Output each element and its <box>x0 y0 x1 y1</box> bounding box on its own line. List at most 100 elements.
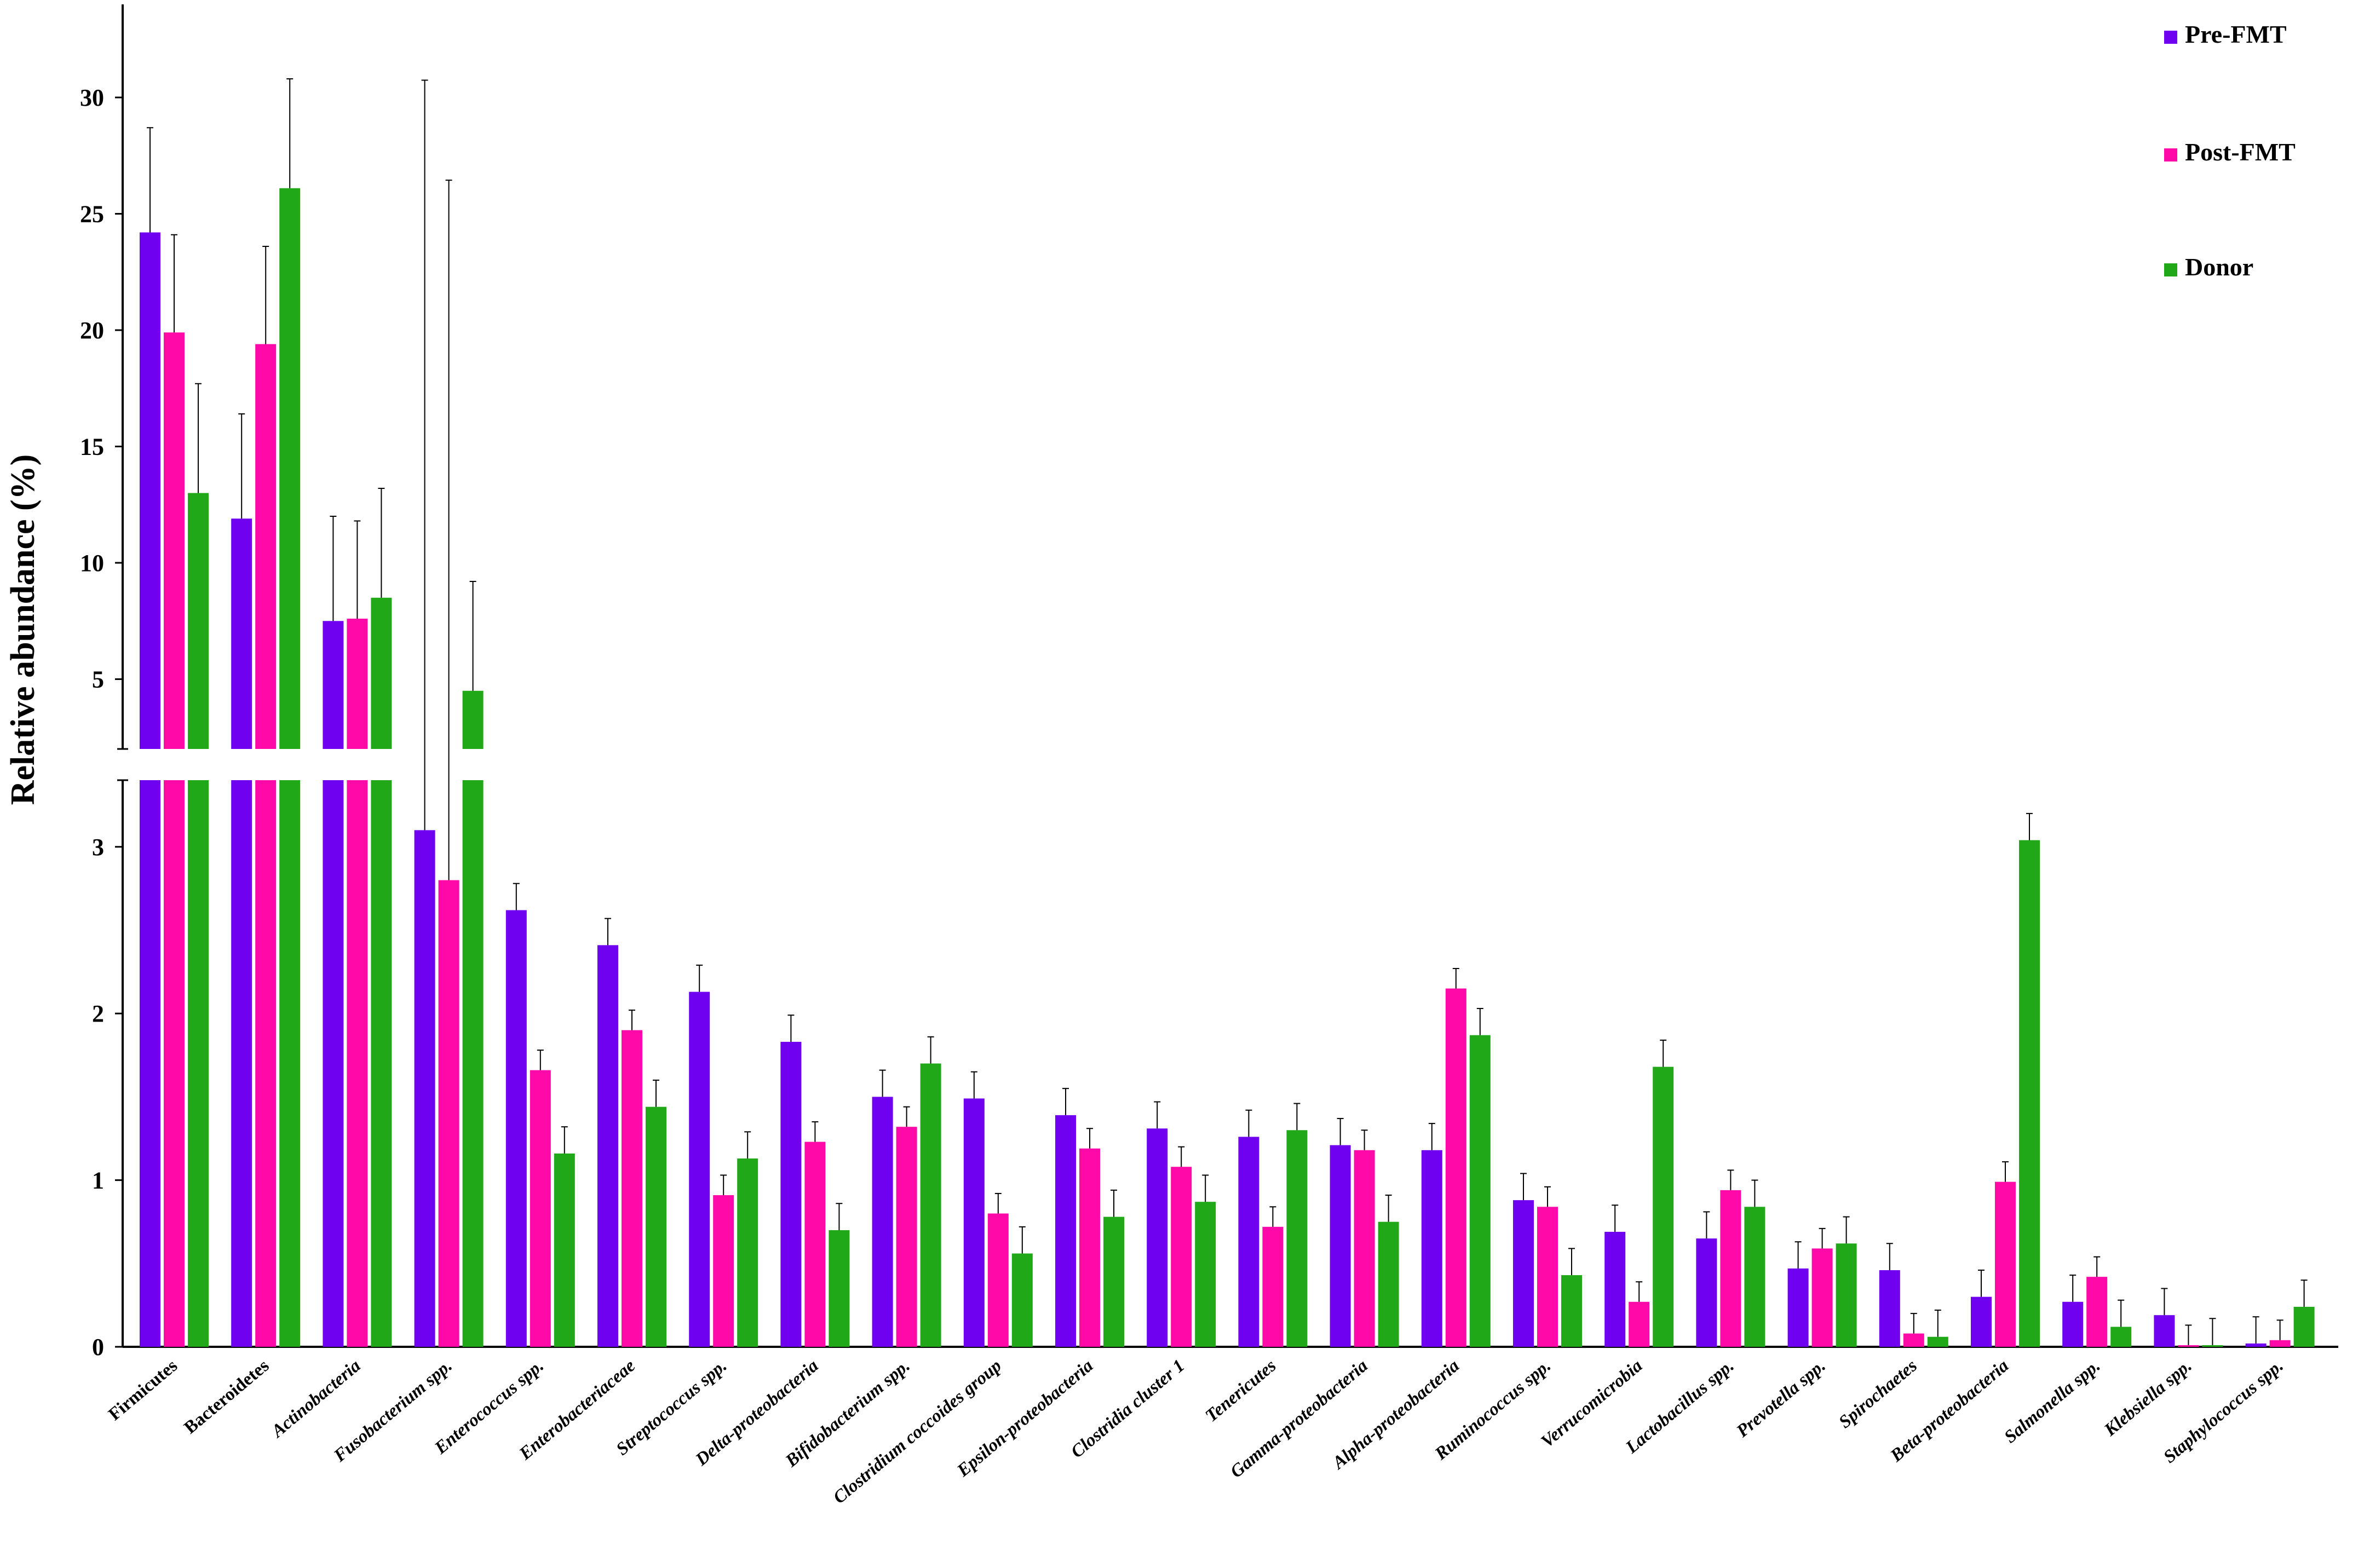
y-tick-label: 0 <box>92 1334 104 1361</box>
bar <box>1927 1336 1948 1347</box>
bar <box>713 1195 734 1347</box>
bar <box>1879 1270 1900 1347</box>
y-tick-label: 2 <box>92 1000 104 1027</box>
bar <box>371 597 392 749</box>
bar <box>1720 1190 1741 1347</box>
bar <box>1629 1301 1650 1347</box>
bar <box>2245 1343 2267 1347</box>
legend: Pre-FMT Post-FMT Donor <box>2164 20 2296 281</box>
bar <box>2086 1277 2108 1347</box>
bar <box>2293 1306 2315 1347</box>
x-tick-label: Tenericutes <box>1202 1356 1280 1426</box>
bar <box>140 780 160 1347</box>
bar <box>164 780 185 1347</box>
bar <box>2269 1340 2291 1347</box>
bar <box>896 1127 917 1347</box>
bar <box>780 1041 802 1347</box>
y-tick-label: 1 <box>92 1167 104 1194</box>
bar <box>597 945 618 1347</box>
bar <box>530 1070 551 1347</box>
bar <box>255 780 277 1347</box>
bar <box>1836 1243 1857 1347</box>
bar <box>1103 1217 1124 1347</box>
bar <box>689 991 710 1347</box>
bar <box>2110 1327 2132 1347</box>
x-tick-label: Spirochaetes <box>1835 1356 1921 1433</box>
bar <box>231 780 252 1347</box>
bar <box>371 780 392 1347</box>
bar <box>1421 1150 1442 1347</box>
legend-swatch <box>2164 263 2177 276</box>
y-tick-label: 30 <box>80 84 104 111</box>
bar <box>1513 1200 1534 1347</box>
bar <box>279 780 301 1347</box>
legend-label: Post-FMT <box>2185 138 2296 166</box>
bar <box>2178 1345 2199 1347</box>
bar <box>414 830 435 1347</box>
bar <box>1445 988 1466 1347</box>
bar <box>1787 1268 1809 1347</box>
bar <box>2062 1301 2084 1347</box>
bar <box>2019 840 2040 1347</box>
bar <box>829 1230 850 1347</box>
bar <box>1696 1238 1717 1347</box>
bar <box>737 1158 758 1347</box>
bar <box>646 1106 666 1347</box>
bar <box>188 493 209 749</box>
bar <box>1262 1226 1284 1347</box>
bar <box>1079 1148 1100 1347</box>
bar <box>164 332 185 749</box>
bar <box>2154 1315 2175 1347</box>
bars <box>140 188 2315 1347</box>
axes: 5 10 15 20 25 30 0 1 2 3 <box>80 4 2338 1361</box>
legend-label: Pre-FMT <box>2185 20 2287 48</box>
bar <box>323 621 344 749</box>
bar <box>920 1063 941 1347</box>
bar <box>1744 1207 1765 1347</box>
x-tick-labels: FirmicutesBacteroidetesActinobacteriaFus… <box>105 1356 2287 1508</box>
bar <box>323 780 344 1347</box>
bar <box>622 1030 642 1347</box>
bar <box>140 232 160 749</box>
y-axis-label: Relative abundance (%) <box>4 454 42 805</box>
bar <box>554 1153 575 1347</box>
y-tick-label: 3 <box>92 834 104 861</box>
bar <box>188 780 209 1347</box>
bar <box>1171 1167 1192 1347</box>
bar <box>963 1098 985 1347</box>
legend-swatch <box>2164 148 2177 162</box>
bar <box>1903 1333 1924 1347</box>
bar <box>1811 1248 1833 1347</box>
bar <box>1055 1115 1076 1347</box>
x-tick-label: Firmicutes <box>105 1356 181 1424</box>
y-tick-label: 5 <box>92 666 104 693</box>
bar <box>462 690 484 749</box>
bar <box>347 619 368 749</box>
bar <box>1147 1128 1168 1347</box>
bar <box>231 518 252 749</box>
bar <box>872 1097 893 1347</box>
bar <box>1995 1181 2016 1347</box>
bar <box>347 780 368 1347</box>
y-tick-label: 20 <box>80 317 104 344</box>
bar <box>1330 1145 1351 1347</box>
bar <box>1195 1202 1216 1347</box>
bar <box>1537 1207 1558 1347</box>
y-tick-label: 25 <box>80 201 104 228</box>
x-tick-label: Clostridium coccoides group <box>830 1356 1005 1508</box>
x-tick-label: Prevotella spp. <box>1733 1356 1830 1442</box>
bar <box>438 880 459 1347</box>
x-tick-label: Bacteroidetes <box>181 1356 273 1438</box>
bar <box>279 188 301 749</box>
bar <box>1469 1035 1491 1347</box>
bar <box>1011 1253 1033 1347</box>
legend-swatch <box>2164 31 2177 44</box>
y-tick-label: 10 <box>80 550 104 577</box>
bar <box>1561 1275 1582 1347</box>
bar <box>2202 1345 2223 1347</box>
bar <box>804 1142 826 1347</box>
bar <box>987 1213 1009 1347</box>
x-tick-label: Salmonella spp. <box>2000 1356 2104 1448</box>
bar <box>1604 1231 1626 1347</box>
